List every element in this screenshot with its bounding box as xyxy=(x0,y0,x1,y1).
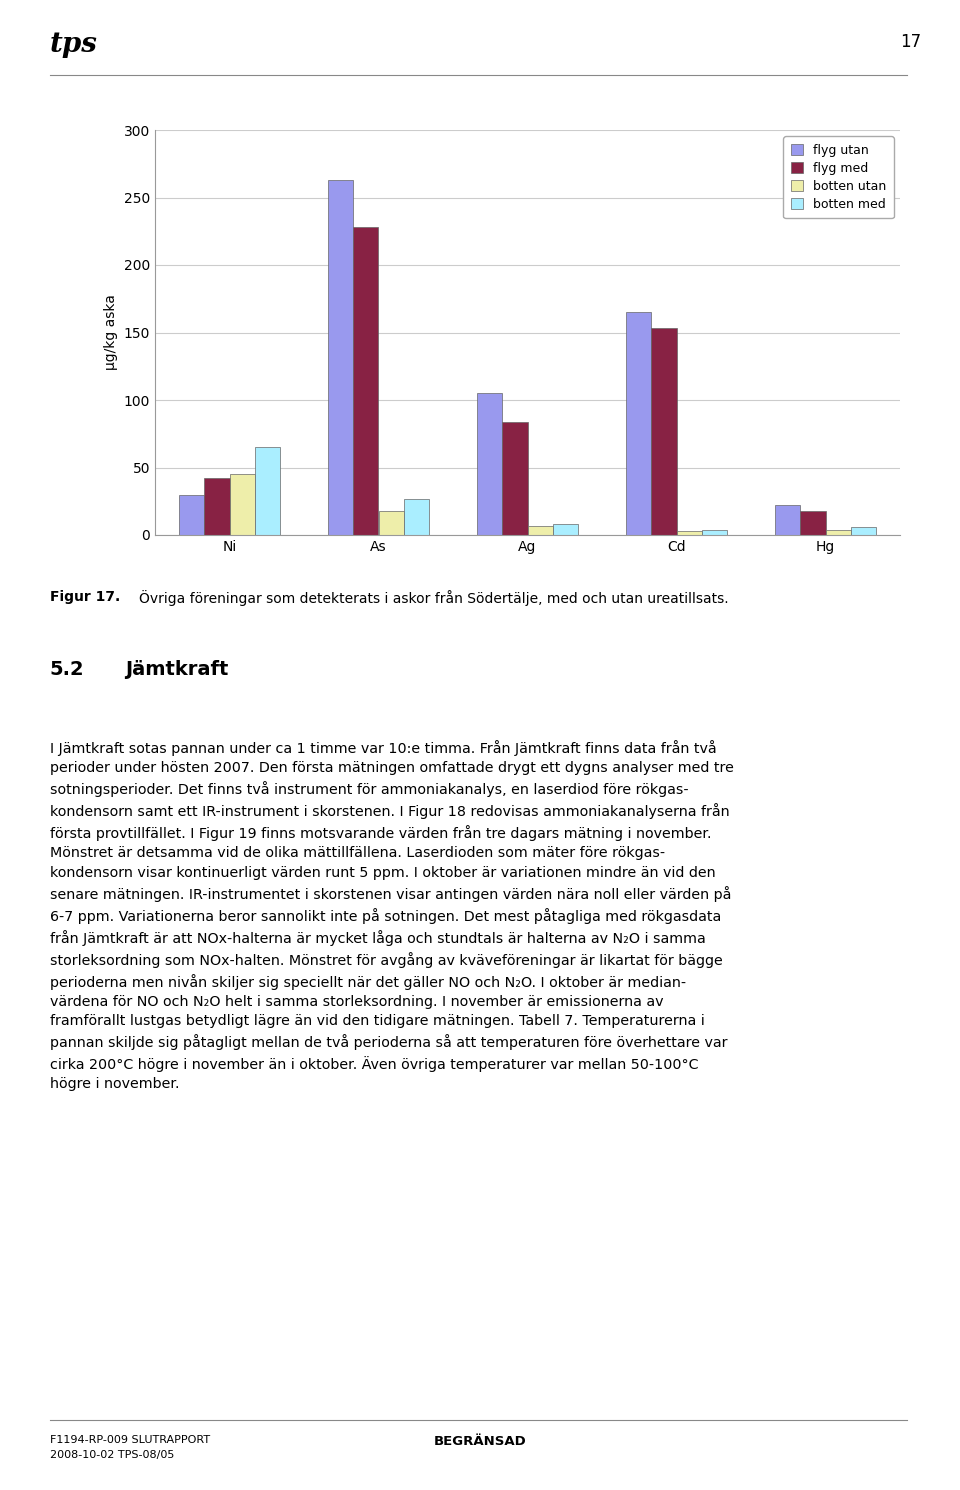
Bar xyxy=(775,505,801,535)
Text: BEGRÄNSAD: BEGRÄNSAD xyxy=(434,1435,526,1448)
Bar xyxy=(179,495,204,535)
Bar xyxy=(677,530,702,535)
Bar xyxy=(851,527,876,535)
Bar xyxy=(328,180,353,535)
Text: Figur 17.: Figur 17. xyxy=(50,590,120,603)
Bar xyxy=(626,313,651,535)
Bar xyxy=(404,499,429,535)
Bar xyxy=(651,328,677,535)
Bar xyxy=(702,529,727,535)
Bar xyxy=(477,393,502,535)
Bar xyxy=(826,529,851,535)
Bar xyxy=(527,526,553,535)
Text: 2008-10-02 TPS-08/05: 2008-10-02 TPS-08/05 xyxy=(50,1450,175,1460)
Text: Jämtkraft: Jämtkraft xyxy=(125,660,228,679)
Bar xyxy=(353,226,378,535)
Y-axis label: µg/kg aska: µg/kg aska xyxy=(105,295,118,371)
Text: Övriga föreningar som detekterats i askor från Södertälje, med och utan ureatill: Övriga föreningar som detekterats i asko… xyxy=(139,590,729,606)
Bar xyxy=(204,478,229,535)
Text: 5.2: 5.2 xyxy=(50,660,84,679)
Bar xyxy=(378,511,404,535)
Text: I Jämtkraft sotas pannan under ca 1 timme var 10:e timma. Från Jämtkraft finns d: I Jämtkraft sotas pannan under ca 1 timm… xyxy=(50,741,733,1091)
Bar xyxy=(254,447,280,535)
Legend: flyg utan, flyg med, botten utan, botten med: flyg utan, flyg med, botten utan, botten… xyxy=(783,136,894,218)
Text: tps: tps xyxy=(50,31,98,58)
Bar xyxy=(553,524,578,535)
Text: F1194-RP-009 SLUTRAPPORT: F1194-RP-009 SLUTRAPPORT xyxy=(50,1435,210,1445)
Bar xyxy=(229,474,254,535)
Bar xyxy=(502,422,527,535)
Bar xyxy=(801,511,826,535)
Text: 17: 17 xyxy=(900,33,922,51)
